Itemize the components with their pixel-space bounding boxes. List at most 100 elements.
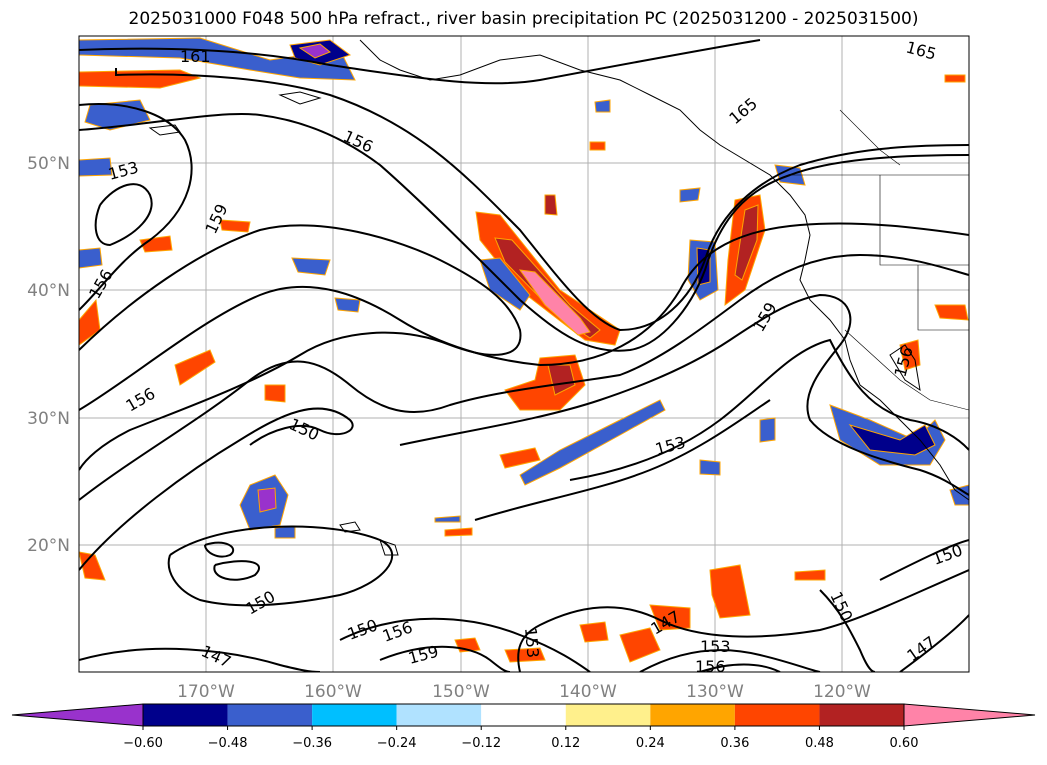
lon-label: 160°W — [304, 682, 362, 702]
colorbar: −0.60 −0.48 −0.36 −0.24 −0.12 0.12 0.24 0.36 0.4… — [11, 703, 1036, 751]
contour-line — [115, 68, 969, 332]
positive-pc-patch — [944, 74, 966, 83]
negative-pc-patch — [298, 43, 331, 59]
positive-pc-patch — [174, 349, 216, 386]
colorbar-segment — [481, 704, 566, 726]
coastline-hawaii — [379, 539, 399, 556]
colorbar-segment — [227, 704, 313, 726]
positive-pc-patch — [619, 627, 661, 663]
contour-line — [79, 407, 354, 571]
colorbar-tick-label: 0.36 — [720, 736, 749, 751]
positive-pc-patch — [444, 527, 473, 537]
lon-label: 120°W — [813, 682, 871, 702]
colorbar-extend-low — [11, 703, 144, 727]
positive-pc-patch — [518, 269, 591, 336]
state-border — [917, 265, 969, 331]
contour-line — [79, 222, 969, 411]
lat-label: 20°N — [27, 536, 70, 556]
contour-label: 153 — [521, 627, 543, 659]
lat-label: 30°N — [27, 409, 70, 429]
positive-pc-patch — [734, 204, 759, 281]
contour-line — [699, 663, 781, 672]
colorbar-segment — [143, 704, 228, 726]
positive-pc-patch — [589, 141, 606, 151]
contour-line — [474, 399, 771, 521]
map-area — [79, 36, 969, 672]
positive-pc-patch — [219, 219, 251, 233]
contour-label: 153 — [700, 637, 731, 656]
map-title: 2025031000 F048 500 hPa refract., river … — [128, 9, 919, 29]
contour-line — [79, 647, 321, 672]
contour-line — [819, 589, 876, 672]
colorbar-tick-label: 0.12 — [551, 736, 580, 751]
political-boundaries — [790, 109, 969, 411]
state-border — [879, 175, 969, 266]
coastline-baja — [889, 344, 921, 392]
negative-pc-patch — [434, 515, 461, 523]
contour-line — [569, 338, 969, 481]
contour-line — [167, 525, 394, 607]
contour-line — [79, 39, 761, 85]
map-content: 161 165 165 156 153 159 156 159 156 150 … — [79, 36, 969, 676]
negative-pc-patch — [79, 247, 103, 269]
negative-pc-patch — [759, 417, 776, 443]
contour-line — [79, 103, 193, 311]
negative-pc-patch — [679, 187, 701, 203]
contour-line — [213, 560, 260, 581]
map-frame — [78, 35, 970, 673]
colorbar-segment — [312, 704, 397, 726]
colorbar-tick-label: −0.36 — [292, 736, 332, 751]
contour-line — [94, 183, 153, 247]
colorbar-segment — [396, 704, 482, 726]
positive-pc-patch — [794, 569, 826, 581]
negative-pc-patch — [291, 257, 331, 276]
colorbar-tick-label: 0.48 — [805, 736, 834, 751]
positive-pc-patch — [649, 604, 691, 631]
lon-label: 170°W — [177, 682, 235, 702]
contour-line — [379, 645, 511, 672]
longitude-labels: 170°W 160°W 150°W 140°W 130°W 120°W — [177, 682, 871, 702]
colorbar-segment — [734, 704, 820, 726]
contour-label: 156 — [695, 657, 726, 676]
lon-label: 150°W — [432, 682, 490, 702]
colorbar-segment — [819, 704, 904, 726]
positive-pc-patch — [504, 647, 546, 663]
contour-line — [79, 224, 522, 471]
negative-pc-patch — [79, 157, 113, 177]
contour-line — [79, 253, 969, 501]
colorbar-tick-label: −0.24 — [377, 736, 417, 751]
negative-pc-patch — [334, 297, 361, 313]
positive-pc-patch — [934, 304, 969, 321]
negative-pc-patch — [257, 487, 277, 513]
us-mexico-border — [844, 329, 969, 411]
contour-line — [79, 112, 969, 352]
positive-pc-patch — [579, 621, 609, 643]
colorbar-segment — [565, 704, 651, 726]
positive-pc-patch — [264, 384, 286, 403]
contour-line — [879, 539, 969, 581]
contour-label: 161 — [180, 47, 211, 66]
colorbar-tick-label: 0.60 — [890, 736, 919, 751]
negative-pc-patch — [848, 424, 936, 456]
colorbar-tick-label: 0.24 — [636, 736, 665, 751]
colorbar-segment — [650, 704, 735, 726]
coastline-north-america — [359, 39, 969, 501]
coastline-aleutians — [278, 91, 322, 105]
refractivity-contours — [79, 39, 969, 672]
colorbar-frame — [142, 703, 905, 727]
negative-pc-patch — [699, 459, 721, 476]
positive-pc-patch — [544, 194, 558, 216]
pc-shading — [79, 37, 969, 663]
contour-line — [639, 649, 821, 672]
positive-pc-patch — [139, 235, 173, 253]
lon-label: 140°W — [559, 682, 617, 702]
negative-pc-patch — [519, 399, 666, 486]
lon-label: 130°W — [686, 682, 744, 702]
latitude-labels: 50°N 40°N 30°N 20°N — [27, 154, 70, 556]
colorbar-tick-label: −0.48 — [208, 736, 248, 751]
colorbar-tick-label: −0.12 — [461, 736, 501, 751]
contour-line — [204, 541, 235, 558]
lat-label: 50°N — [27, 154, 70, 174]
lat-label: 40°N — [27, 281, 70, 301]
